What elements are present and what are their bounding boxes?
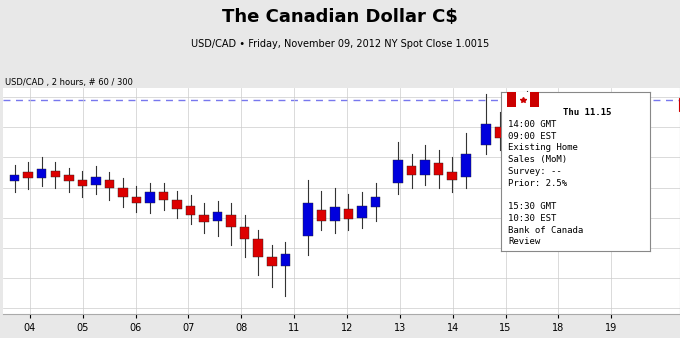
Bar xyxy=(549,103,558,115)
Text: Bank of Canada: Bank of Canada xyxy=(508,225,583,235)
Bar xyxy=(495,127,505,138)
Bar xyxy=(132,197,141,202)
Text: Sales (MoM): Sales (MoM) xyxy=(508,155,567,164)
Bar xyxy=(357,206,367,218)
Text: USD/CAD , 2 hours, # 60 / 300: USD/CAD , 2 hours, # 60 / 300 xyxy=(5,78,133,87)
Bar xyxy=(158,192,168,200)
Bar xyxy=(317,210,326,221)
Text: Prior: 2.5%: Prior: 2.5% xyxy=(508,179,567,188)
Bar xyxy=(330,207,340,221)
Bar xyxy=(509,121,518,136)
Bar xyxy=(267,257,277,266)
Bar xyxy=(172,200,182,209)
Bar xyxy=(343,209,353,219)
Bar xyxy=(461,154,471,177)
Bar xyxy=(10,175,20,182)
Bar xyxy=(507,92,516,107)
Bar xyxy=(371,197,380,207)
Text: Thu 11.15: Thu 11.15 xyxy=(563,108,611,117)
Text: USD/CAD • Friday, November 09, 2012 NY Spot Close 1.0015: USD/CAD • Friday, November 09, 2012 NY S… xyxy=(191,39,489,48)
Bar xyxy=(434,163,443,175)
Bar xyxy=(407,166,416,175)
Text: Existing Home: Existing Home xyxy=(508,143,578,152)
Bar xyxy=(535,106,545,118)
Bar xyxy=(226,215,236,227)
Bar xyxy=(447,172,457,180)
Bar xyxy=(254,239,263,257)
Bar xyxy=(78,180,87,186)
Text: Review: Review xyxy=(508,237,541,246)
Bar xyxy=(186,206,195,215)
Bar xyxy=(146,192,155,202)
Bar xyxy=(281,254,290,266)
Bar xyxy=(64,175,73,182)
Text: 14:00 GMT: 14:00 GMT xyxy=(508,120,556,129)
Bar xyxy=(420,160,430,175)
Bar xyxy=(23,172,33,178)
Text: Survey: --: Survey: -- xyxy=(508,167,562,176)
Bar xyxy=(303,202,313,236)
Bar xyxy=(240,227,250,239)
Bar xyxy=(603,103,613,112)
Bar xyxy=(530,92,539,107)
Bar xyxy=(393,160,403,183)
Text: 09:00 EST: 09:00 EST xyxy=(508,132,556,141)
Bar xyxy=(590,103,599,115)
Bar xyxy=(617,103,626,112)
Bar xyxy=(481,124,491,145)
Bar xyxy=(576,103,585,112)
Text: 15:30 GMT: 15:30 GMT xyxy=(508,202,556,211)
Bar xyxy=(91,177,101,185)
Bar xyxy=(37,169,46,178)
Text: 10:30 EST: 10:30 EST xyxy=(508,214,556,223)
Bar xyxy=(522,106,531,121)
Text: The Canadian Dollar C$: The Canadian Dollar C$ xyxy=(222,8,458,26)
Bar xyxy=(118,188,128,197)
Bar xyxy=(516,92,530,107)
Bar xyxy=(562,104,572,115)
Bar xyxy=(199,215,209,222)
Bar xyxy=(630,109,640,118)
Bar xyxy=(50,171,60,177)
Bar xyxy=(105,180,114,188)
Bar xyxy=(213,212,222,221)
